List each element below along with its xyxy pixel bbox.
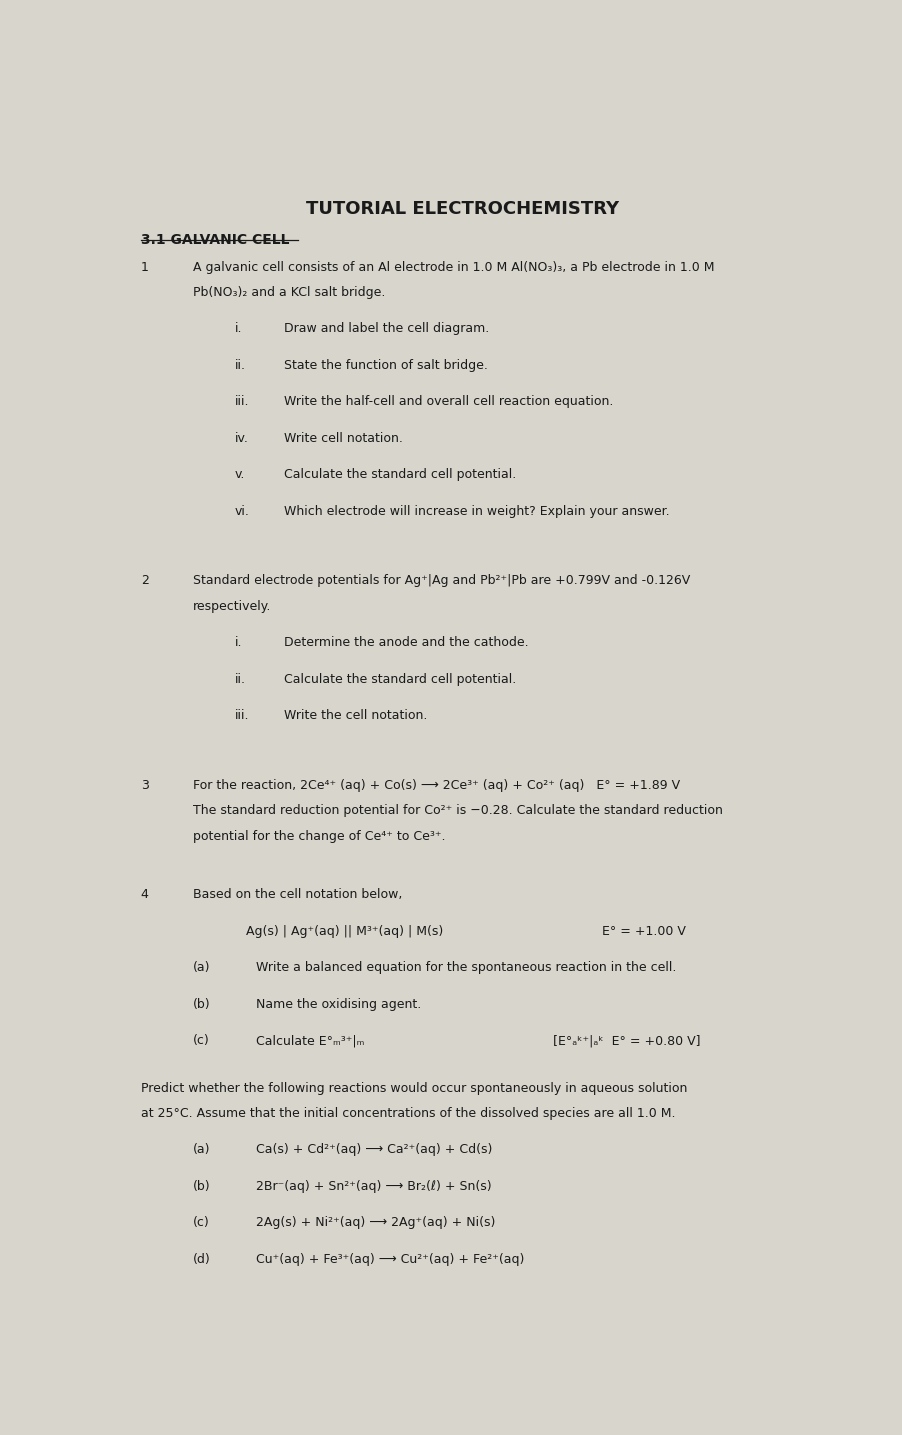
Text: (a): (a) — [193, 1144, 211, 1157]
Text: Pb(NO₃)₂ and a KCl salt bridge.: Pb(NO₃)₂ and a KCl salt bridge. — [193, 286, 385, 298]
Text: 4: 4 — [141, 888, 149, 901]
Text: (c): (c) — [193, 1035, 210, 1048]
Text: (a): (a) — [193, 961, 211, 974]
Text: respectively.: respectively. — [193, 600, 272, 613]
Text: State the function of salt bridge.: State the function of salt bridge. — [284, 359, 488, 372]
Text: [E°ₐᵏ⁺|ₐᵏ  E° = +0.80 V]: [E°ₐᵏ⁺|ₐᵏ E° = +0.80 V] — [553, 1035, 701, 1048]
Text: v.: v. — [235, 468, 245, 481]
Text: Cu⁺(aq) + Fe³⁺(aq) ⟶ Cu²⁺(aq) + Fe²⁺(aq): Cu⁺(aq) + Fe³⁺(aq) ⟶ Cu²⁺(aq) + Fe²⁺(aq) — [256, 1253, 524, 1266]
Text: Write the half-cell and overall cell reaction equation.: Write the half-cell and overall cell rea… — [284, 396, 613, 409]
Text: Ca(s) + Cd²⁺(aq) ⟶ Ca²⁺(aq) + Cd(s): Ca(s) + Cd²⁺(aq) ⟶ Ca²⁺(aq) + Cd(s) — [256, 1144, 492, 1157]
Text: The standard reduction potential for Co²⁺ is −0.28. Calculate the standard reduc: The standard reduction potential for Co²… — [193, 804, 723, 817]
Text: 2: 2 — [141, 574, 149, 587]
Text: 2Ag(s) + Ni²⁺(aq) ⟶ 2Ag⁺(aq) + Ni(s): 2Ag(s) + Ni²⁺(aq) ⟶ 2Ag⁺(aq) + Ni(s) — [256, 1217, 495, 1230]
Text: 1: 1 — [141, 261, 149, 274]
Text: iv.: iv. — [235, 432, 249, 445]
Text: Name the oxidising agent.: Name the oxidising agent. — [256, 997, 421, 1010]
Text: i.: i. — [235, 323, 243, 336]
Text: Draw and label the cell diagram.: Draw and label the cell diagram. — [284, 323, 489, 336]
Text: (d): (d) — [193, 1253, 211, 1266]
Text: iii.: iii. — [235, 709, 250, 722]
Text: vi.: vi. — [235, 505, 250, 518]
Text: E° = +1.00 V: E° = +1.00 V — [603, 924, 686, 937]
Text: A galvanic cell consists of an Al electrode in 1.0 M Al(NO₃)₃, a Pb electrode in: A galvanic cell consists of an Al electr… — [193, 261, 714, 274]
Text: i.: i. — [235, 636, 243, 649]
Text: Write cell notation.: Write cell notation. — [284, 432, 403, 445]
Text: Determine the anode and the cathode.: Determine the anode and the cathode. — [284, 636, 529, 649]
Text: ii.: ii. — [235, 359, 246, 372]
Text: Calculate the standard cell potential.: Calculate the standard cell potential. — [284, 468, 516, 481]
Text: Which electrode will increase in weight? Explain your answer.: Which electrode will increase in weight?… — [284, 505, 669, 518]
Text: Standard electrode potentials for Ag⁺|Ag and Pb²⁺|Pb are +0.799V and -0.126V: Standard electrode potentials for Ag⁺|Ag… — [193, 574, 690, 587]
Text: Predict whether the following reactions would occur spontaneously in aqueous sol: Predict whether the following reactions … — [141, 1082, 687, 1095]
Text: Write a balanced equation for the spontaneous reaction in the cell.: Write a balanced equation for the sponta… — [256, 961, 676, 974]
Text: 2Br⁻(aq) + Sn²⁺(aq) ⟶ Br₂(ℓ) + Sn(s): 2Br⁻(aq) + Sn²⁺(aq) ⟶ Br₂(ℓ) + Sn(s) — [256, 1180, 492, 1192]
Text: at 25°C. Assume that the initial concentrations of the dissolved species are all: at 25°C. Assume that the initial concent… — [141, 1106, 676, 1119]
Text: For the reaction, 2Ce⁴⁺ (aq) + Co(s) ⟶ 2Ce³⁺ (aq) + Co²⁺ (aq)   E° = +1.89 V: For the reaction, 2Ce⁴⁺ (aq) + Co(s) ⟶ 2… — [193, 779, 680, 792]
Text: Calculate E°ₘ³⁺|ₘ: Calculate E°ₘ³⁺|ₘ — [256, 1035, 364, 1048]
Text: 3.1 GALVANIC CELL: 3.1 GALVANIC CELL — [141, 232, 290, 247]
Text: Based on the cell notation below,: Based on the cell notation below, — [193, 888, 402, 901]
Text: Write the cell notation.: Write the cell notation. — [284, 709, 428, 722]
Text: (c): (c) — [193, 1217, 210, 1230]
Text: Calculate the standard cell potential.: Calculate the standard cell potential. — [284, 673, 516, 686]
Text: potential for the change of Ce⁴⁺ to Ce³⁺.: potential for the change of Ce⁴⁺ to Ce³⁺… — [193, 829, 446, 842]
Text: ii.: ii. — [235, 673, 246, 686]
Text: TUTORIAL ELECTROCHEMISTRY: TUTORIAL ELECTROCHEMISTRY — [306, 199, 619, 218]
Text: Ag(s) | Ag⁺(aq) || M³⁺(aq) | M(s): Ag(s) | Ag⁺(aq) || M³⁺(aq) | M(s) — [245, 924, 443, 937]
Text: (b): (b) — [193, 1180, 211, 1192]
Text: iii.: iii. — [235, 396, 250, 409]
Text: 3: 3 — [141, 779, 149, 792]
Text: (b): (b) — [193, 997, 211, 1010]
